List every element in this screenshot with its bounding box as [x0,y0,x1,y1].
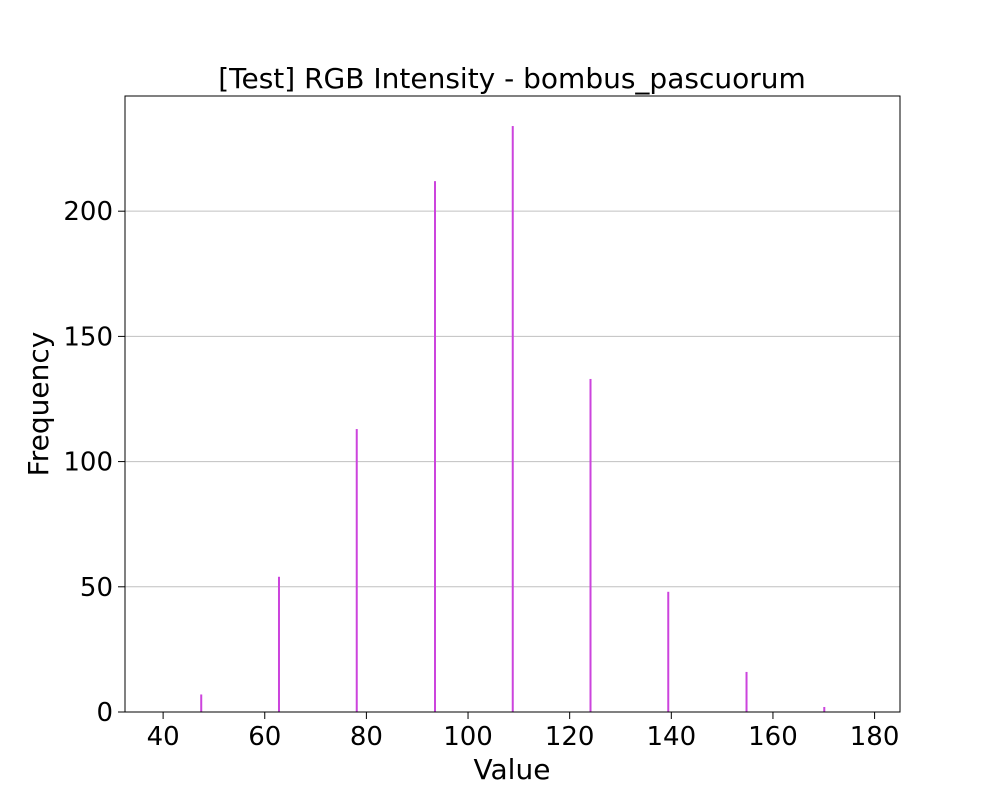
bar-8 [823,706,826,712]
bar-4 [511,126,514,713]
x-tick-label-2: 80 [350,722,383,752]
bar-1 [277,576,280,712]
bar-7 [745,671,748,712]
bar-3 [434,181,436,713]
x-tick-label-6: 160 [748,722,798,752]
bar-5 [589,378,592,712]
x-tick-label-0: 40 [147,722,180,752]
x-tick-label-4: 120 [545,722,595,752]
y-axis-ticks: 0 50 100 150 200 [63,197,125,728]
y-tick-label-0: 0 [96,698,113,728]
y-axis-label: Frequency [22,332,55,477]
bar-0 [200,694,203,712]
chart-title: [Test] RGB Intensity - bombus_pascuorum [218,62,806,95]
y-tick-label-2: 100 [63,448,113,478]
x-tick-label-3: 100 [443,722,493,752]
y-tick-label-3: 150 [63,322,113,352]
x-tick-label-5: 140 [646,722,696,752]
plot-frame [124,95,901,713]
x-axis-ticks: 40 60 80 100 120 140 160 180 [147,712,900,752]
bar-6 [667,591,670,712]
bars [200,126,826,713]
x-tick-label-1: 60 [248,722,281,752]
bar-2 [355,429,358,712]
x-axis-label: Value [474,753,551,786]
y-tick-label-4: 200 [63,197,113,227]
y-tick-label-1: 50 [80,573,113,603]
x-tick-label-7: 180 [850,722,900,752]
